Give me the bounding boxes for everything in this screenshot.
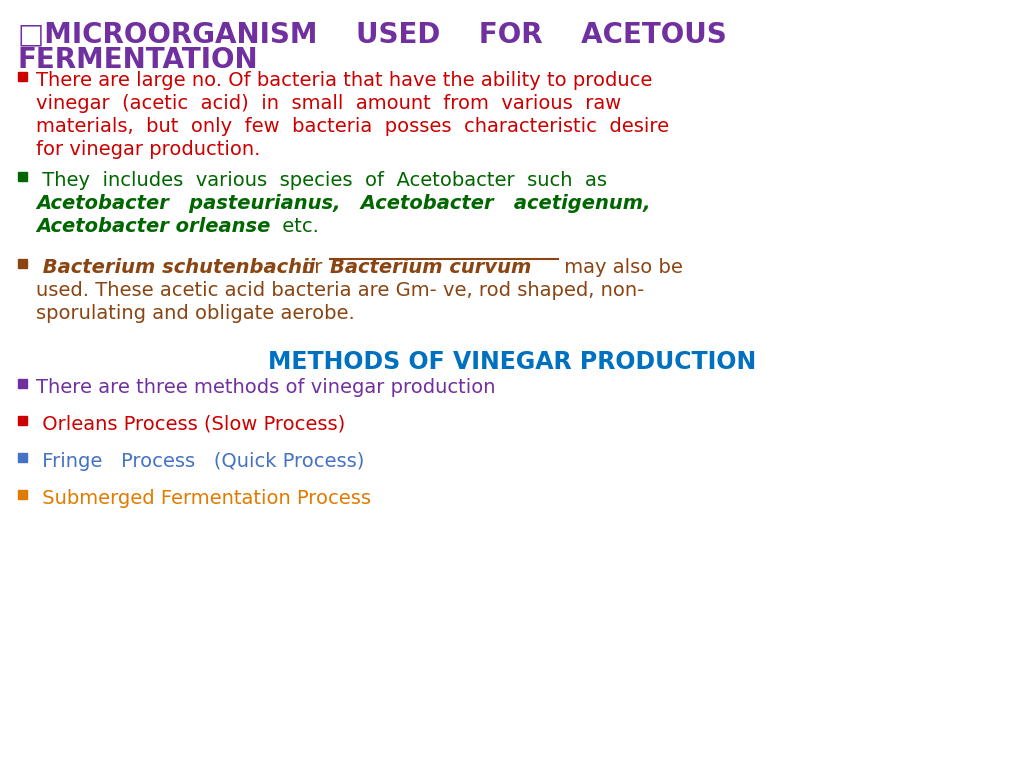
Bar xyxy=(18,171,27,180)
Text: Orleans Process (Slow Process): Orleans Process (Slow Process) xyxy=(36,415,345,434)
Text: Submerged Fermentation Process: Submerged Fermentation Process xyxy=(36,489,371,508)
Bar xyxy=(18,489,27,498)
Text: They  includes  various  species  of  Acetobacter  such  as: They includes various species of Acetoba… xyxy=(36,171,607,190)
Bar xyxy=(18,259,27,267)
Text: □MICROORGANISM    USED    FOR    ACETOUS: □MICROORGANISM USED FOR ACETOUS xyxy=(18,20,727,48)
Bar xyxy=(18,71,27,81)
Text: There are large no. Of bacteria that have the ability to produce: There are large no. Of bacteria that hav… xyxy=(36,71,652,90)
Text: There are three methods of vinegar production: There are three methods of vinegar produ… xyxy=(36,378,496,397)
Text: Acetobacter   pasteurianus,   Acetobacter   acetigenum,: Acetobacter pasteurianus, Acetobacter ac… xyxy=(36,194,650,213)
Text: for vinegar production.: for vinegar production. xyxy=(36,140,260,159)
Bar xyxy=(18,452,27,462)
Text: FERMENTATION: FERMENTATION xyxy=(18,46,259,74)
Text: or: or xyxy=(296,258,329,277)
Text: sporulating and obligate aerobe.: sporulating and obligate aerobe. xyxy=(36,304,354,323)
Text: vinegar  (acetic  acid)  in  small  amount  from  various  raw: vinegar (acetic acid) in small amount fr… xyxy=(36,94,622,113)
Text: may also be: may also be xyxy=(558,258,683,277)
Text: used. These acetic acid bacteria are Gm- ve, rod shaped, non-: used. These acetic acid bacteria are Gm-… xyxy=(36,281,644,300)
Bar xyxy=(18,379,27,388)
Text: Fringe   Process   (Quick Process): Fringe Process (Quick Process) xyxy=(36,452,365,471)
Text: Acetobacter orleanse: Acetobacter orleanse xyxy=(36,217,270,236)
Bar xyxy=(18,415,27,425)
Text: materials,  but  only  few  bacteria  posses  characteristic  desire: materials, but only few bacteria posses … xyxy=(36,117,669,136)
Text: etc.: etc. xyxy=(276,217,318,236)
Text: METHODS OF VINEGAR PRODUCTION: METHODS OF VINEGAR PRODUCTION xyxy=(268,350,756,374)
Text: Bacterium schutenbachii: Bacterium schutenbachii xyxy=(36,258,315,277)
Text: Bacterium curvum: Bacterium curvum xyxy=(330,258,531,277)
